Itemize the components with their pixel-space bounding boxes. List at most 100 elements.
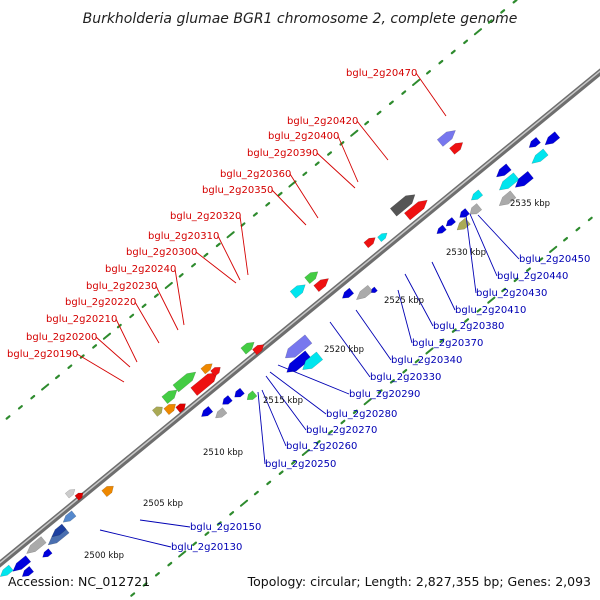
tick-mark <box>364 120 370 126</box>
forward-gene-label: bglu_2g20470 <box>346 68 417 79</box>
tick-mark <box>563 236 569 242</box>
forward-gene-label: bglu_2g20220 <box>65 297 136 308</box>
gene-feature <box>470 189 484 201</box>
label-leader <box>397 289 413 344</box>
tick-mark <box>277 191 283 197</box>
forward-gene-label: bglu_2g20190 <box>7 349 78 360</box>
tick-mark <box>575 226 581 232</box>
gene-feature <box>389 194 416 217</box>
tick-mark <box>412 78 421 86</box>
tick-mark <box>439 338 445 344</box>
tick-mark <box>363 398 372 406</box>
gene-feature <box>26 536 47 554</box>
gene-feature <box>42 548 53 558</box>
scale-tick-label: 2510 kbp <box>203 448 243 458</box>
tick-mark <box>512 0 518 4</box>
tick-mark <box>203 252 209 258</box>
tick-mark <box>240 222 246 227</box>
scale-tick-label: 2500 kbp <box>84 551 124 561</box>
gene-feature <box>528 136 541 148</box>
tick-mark <box>501 287 507 293</box>
reverse-gene-label: bglu_2g20260 <box>286 441 357 452</box>
forward-gene-label: bglu_2g20200 <box>26 332 97 343</box>
gene-feature <box>355 284 374 301</box>
label-leader <box>465 214 477 294</box>
reverse-gene-label: bglu_2g20150 <box>190 522 261 533</box>
tick-mark <box>402 368 408 374</box>
gene-feature <box>64 489 76 499</box>
gene-feature <box>222 395 233 405</box>
tick-mark <box>290 460 296 465</box>
tick-mark <box>438 59 444 65</box>
tick-mark <box>55 374 60 380</box>
tick-mark <box>252 212 258 217</box>
tick-mark <box>265 202 271 207</box>
tick-mark <box>500 9 506 14</box>
backbone-line <box>0 68 600 568</box>
gene-feature <box>62 510 77 523</box>
gene-feature <box>252 344 265 356</box>
gene-feature <box>51 523 67 538</box>
gene-feature <box>201 405 214 417</box>
reverse-gene-label: bglu_2g20430 <box>476 288 547 299</box>
label-leader <box>115 318 138 363</box>
label-leader <box>76 353 125 383</box>
gene-feature <box>498 190 517 207</box>
tick-mark <box>130 592 136 597</box>
tick-mark <box>141 303 147 309</box>
tick-mark <box>425 347 434 355</box>
label-leader <box>277 364 350 395</box>
gene-feature <box>445 217 457 227</box>
gene-feature <box>21 565 35 577</box>
tick-mark <box>79 354 85 359</box>
tick-mark <box>102 332 112 340</box>
tick-mark <box>288 180 297 188</box>
gene-feature <box>377 232 388 243</box>
tick-mark <box>301 448 310 456</box>
tick-mark <box>178 273 184 278</box>
tick-mark <box>253 490 259 496</box>
backbone-highlight <box>0 70 600 564</box>
label-leader <box>139 519 191 528</box>
reverse-gene-label: bglu_2g20250 <box>265 459 336 470</box>
reverse-gene-label: bglu_2g20380 <box>433 321 504 332</box>
forward-gene-label: bglu_2g20390 <box>247 148 318 159</box>
gene-labels: bglu_2g20470 bglu_2g20420 bglu_2g20400bglu… <box>7 68 590 553</box>
reverse-gene-label: bglu_2g20410 <box>455 305 526 316</box>
label-leader <box>469 213 498 277</box>
forward-gene-label: bglu_2g20300 <box>126 247 197 258</box>
gene-feature <box>240 341 255 355</box>
tick-mark <box>314 161 320 166</box>
label-leader <box>134 301 160 344</box>
tick-mark <box>315 440 321 445</box>
tick-mark <box>388 100 394 105</box>
gene-feature <box>234 387 245 398</box>
gene-features <box>0 130 561 577</box>
tick-mark <box>463 39 469 45</box>
tick-mark <box>587 216 593 222</box>
tick-mark <box>476 308 482 313</box>
tick-mark <box>549 245 558 253</box>
reverse-gene-label: bglu_2g20280 <box>326 409 397 420</box>
gene-feature <box>341 287 355 299</box>
tick-mark <box>538 257 544 262</box>
tick-mark <box>226 231 235 239</box>
tick-mark <box>450 49 456 55</box>
label-leader <box>155 285 179 331</box>
reverse-gene-label: bglu_2g20340 <box>391 355 462 366</box>
tick-mark <box>340 419 346 425</box>
gene-feature <box>161 389 178 405</box>
tick-mark <box>328 429 334 435</box>
gene-feature <box>246 390 258 401</box>
gene-feature <box>74 492 84 501</box>
tick-mark <box>153 293 159 298</box>
gene-feature <box>531 148 549 164</box>
label-leader <box>195 251 237 284</box>
label-leader <box>355 309 392 361</box>
gene-feature <box>514 170 534 188</box>
gene-feature <box>436 224 447 234</box>
scale-tick-label: 2520 kbp <box>324 345 364 355</box>
forward-gene-label: bglu_2g20210 <box>46 314 117 325</box>
